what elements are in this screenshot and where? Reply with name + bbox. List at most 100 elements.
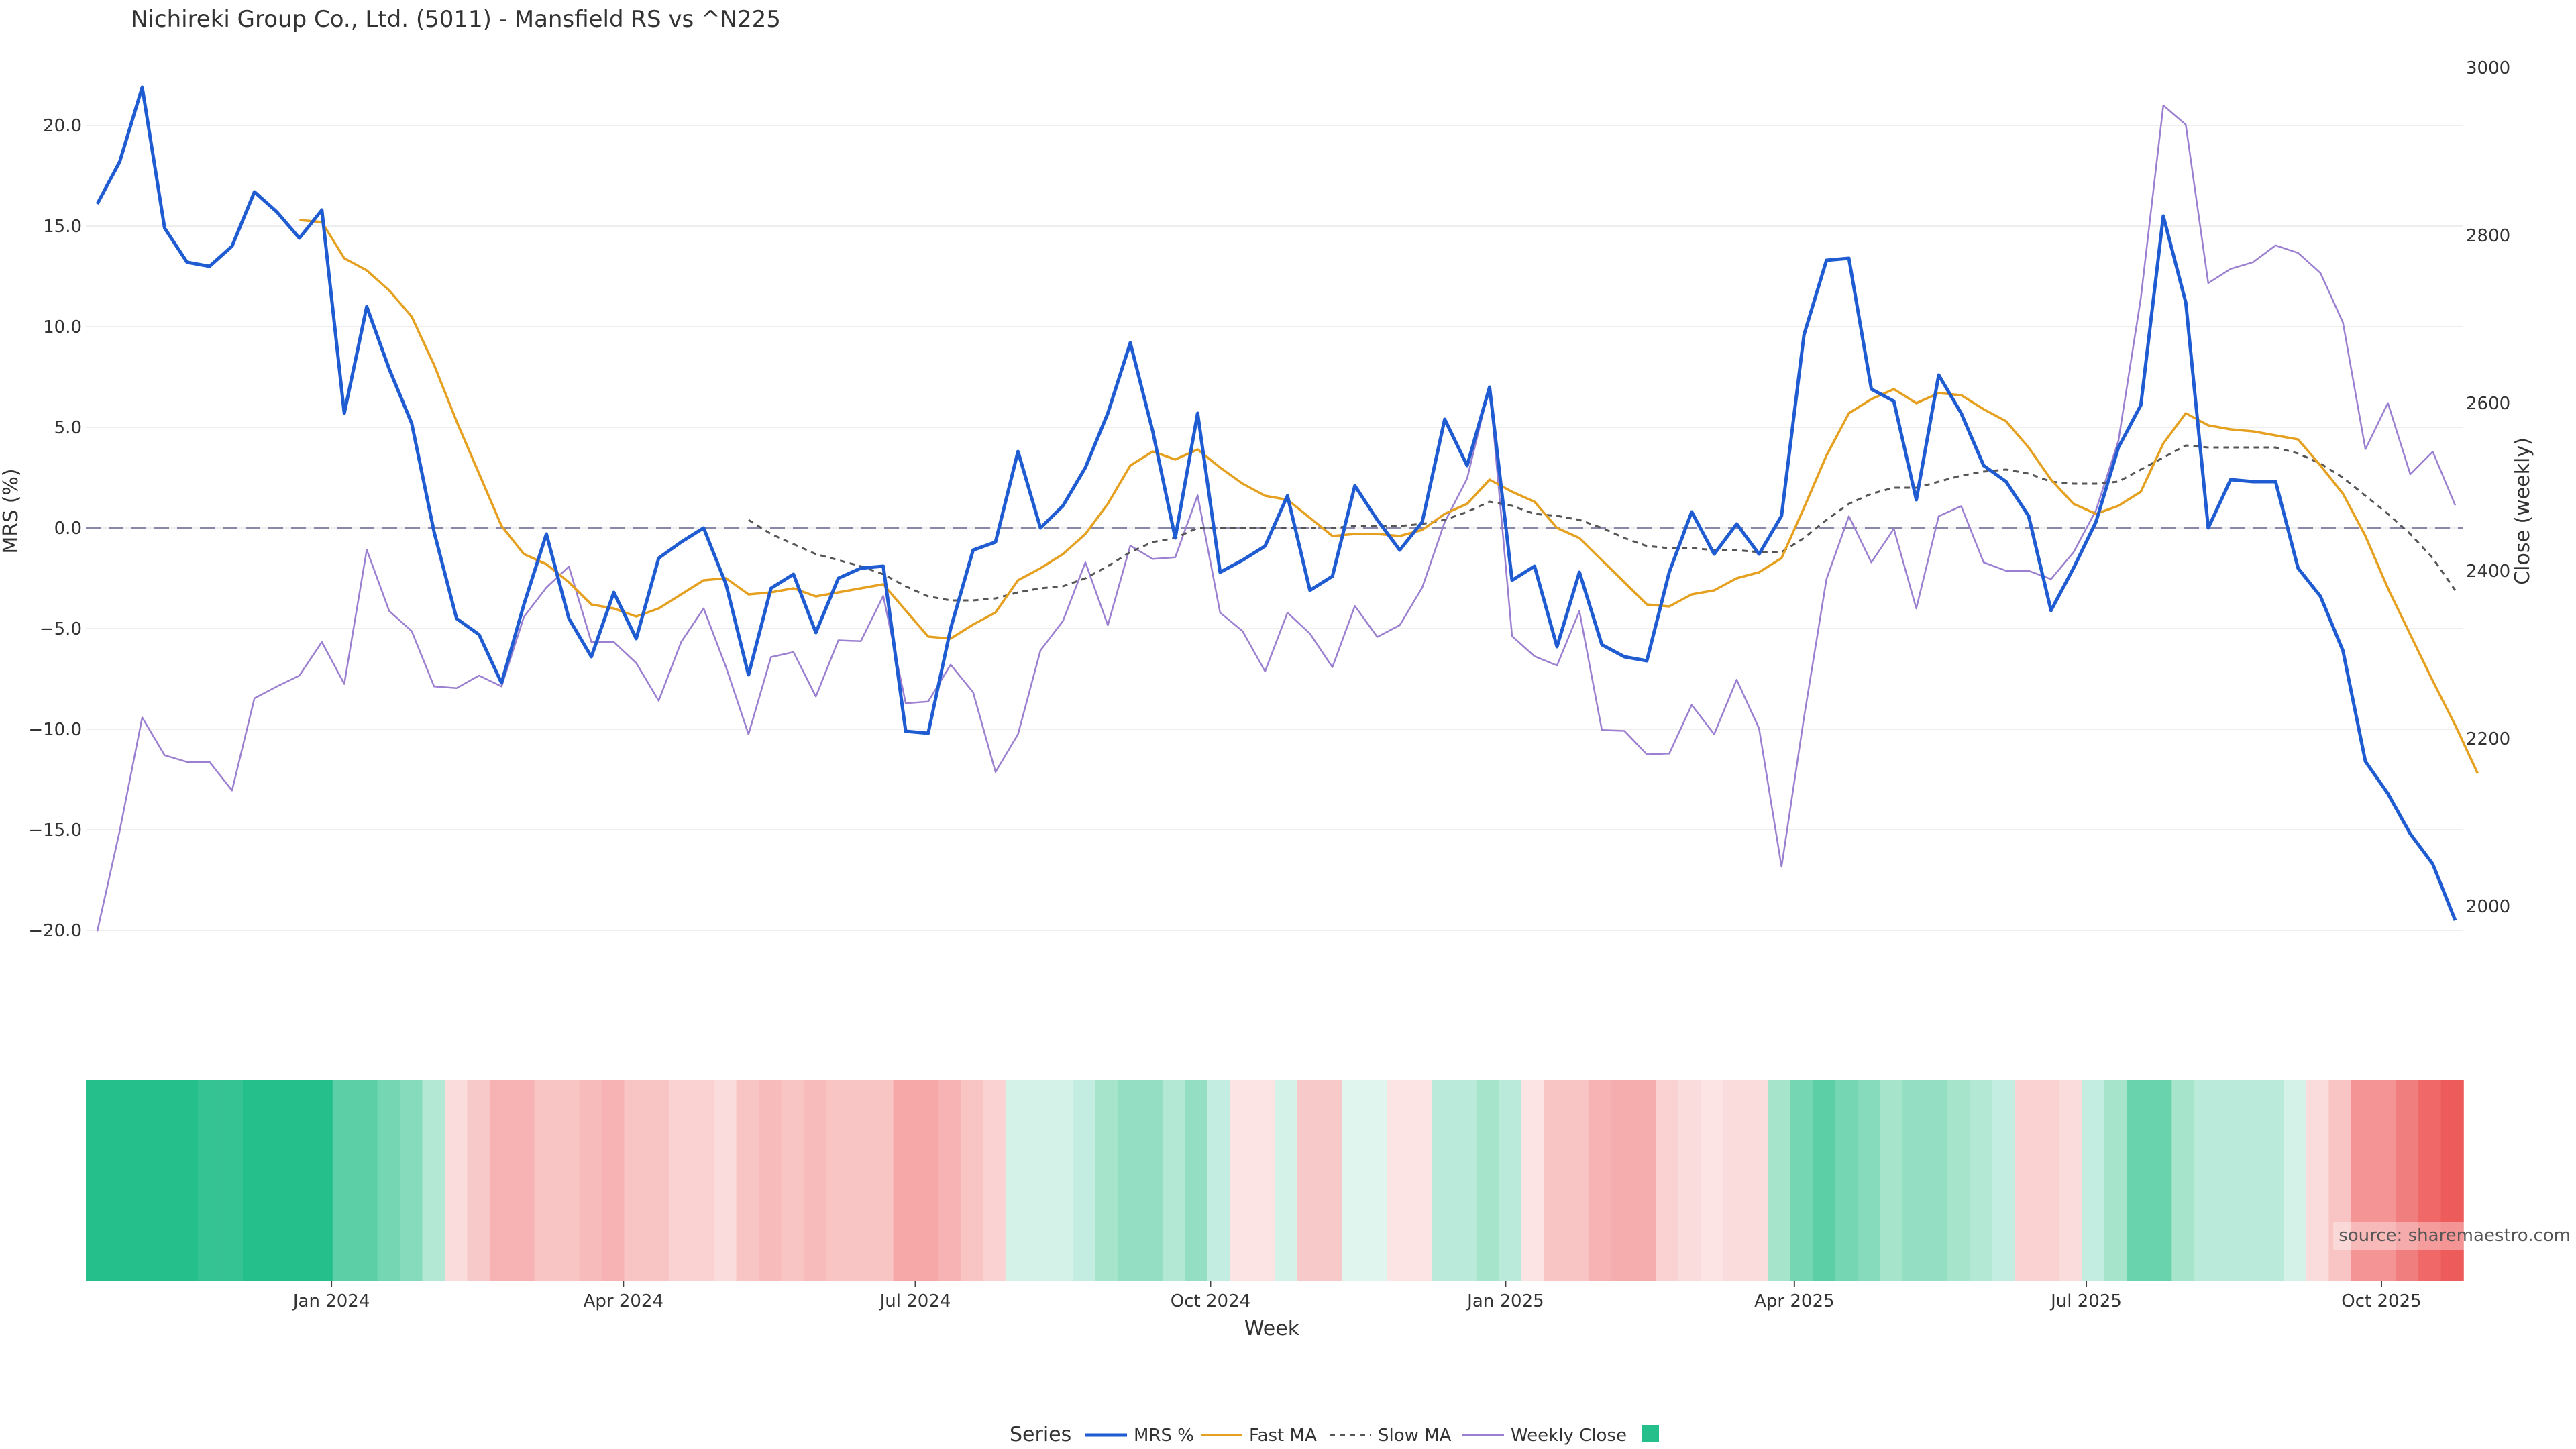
heatmap-cell bbox=[1387, 1080, 1410, 1281]
legend-item: Weekly Close bbox=[1511, 1426, 1627, 1446]
heatmap-cell bbox=[1947, 1080, 1971, 1281]
heatmap-cell bbox=[86, 1080, 109, 1281]
heatmap-cell bbox=[736, 1080, 759, 1281]
heatmap-cell bbox=[175, 1080, 199, 1281]
heatmap-cell bbox=[1095, 1080, 1118, 1281]
heatmap-cell bbox=[377, 1080, 400, 1281]
heatmap-cell bbox=[1723, 1080, 1746, 1281]
heatmap-cell bbox=[2351, 1080, 2375, 1281]
heatmap-cell bbox=[444, 1080, 468, 1281]
y2-tick-label: 2000 bbox=[2466, 897, 2510, 917]
heatmap-cell bbox=[1409, 1080, 1432, 1281]
heatmap-cell bbox=[691, 1080, 714, 1281]
heatmap-cell bbox=[1566, 1080, 1589, 1281]
heatmap-cell bbox=[2037, 1080, 2060, 1281]
heatmap-cell bbox=[826, 1080, 849, 1281]
heatmap-cell bbox=[1364, 1080, 1387, 1281]
heatmap-cell bbox=[400, 1080, 423, 1281]
heatmap-cell bbox=[198, 1080, 221, 1281]
heatmap-cell bbox=[848, 1080, 871, 1281]
heatmap-cell bbox=[489, 1080, 513, 1281]
heatmap-cell bbox=[2306, 1080, 2330, 1281]
y2-tick-label: 2400 bbox=[2466, 561, 2510, 582]
heatmap-cell bbox=[2127, 1080, 2150, 1281]
y2-tick-label: 2800 bbox=[2466, 226, 2510, 246]
heatmap-cell bbox=[1880, 1080, 1903, 1281]
heatmap-cell bbox=[1342, 1080, 1365, 1281]
heatmap-cell bbox=[938, 1080, 961, 1281]
heatmap-cell bbox=[1992, 1080, 2016, 1281]
legend-title: Series bbox=[1010, 1423, 1071, 1446]
x-tick-label: Oct 2025 bbox=[2341, 1291, 2421, 1311]
legend-item: MRS % bbox=[1134, 1426, 1194, 1446]
x-tick-label: Apr 2024 bbox=[584, 1291, 663, 1311]
series-line-slow-ma bbox=[748, 444, 2457, 602]
heatmap-cell bbox=[871, 1080, 894, 1281]
heatmap-cell bbox=[781, 1080, 804, 1281]
heatmap-cell bbox=[579, 1080, 602, 1281]
heatmap-cell bbox=[2171, 1080, 2195, 1281]
heatmap-cell bbox=[1970, 1080, 1993, 1281]
heatmap-cell bbox=[803, 1080, 827, 1281]
y-tick-label: 20.0 bbox=[43, 116, 82, 136]
heatmap-cell bbox=[1050, 1080, 1073, 1281]
heatmap-cell bbox=[2396, 1080, 2419, 1281]
heatmap-cell bbox=[153, 1080, 176, 1281]
heatmap-cell bbox=[1230, 1080, 1253, 1281]
heatmap-cell bbox=[1476, 1080, 1500, 1281]
heatmap-cell bbox=[1073, 1080, 1096, 1281]
heatmap-cell bbox=[893, 1080, 916, 1281]
rs-heatmap-strip bbox=[86, 1080, 2464, 1281]
heatmap-cell bbox=[1454, 1080, 1477, 1281]
heatmap-cell bbox=[310, 1080, 333, 1281]
heatmap-cell bbox=[2194, 1080, 2218, 1281]
heatmap-cell bbox=[220, 1080, 244, 1281]
heatmap-cell bbox=[355, 1080, 378, 1281]
heatmap-cell bbox=[265, 1080, 288, 1281]
legend-heatmap-swatch bbox=[1642, 1425, 1659, 1442]
heatmap-cell bbox=[1028, 1080, 1051, 1281]
y-tick-label: 10.0 bbox=[43, 317, 82, 337]
heatmap-cell bbox=[1185, 1080, 1208, 1281]
heatmap-cell bbox=[1252, 1080, 1275, 1281]
heatmap-cell bbox=[1633, 1080, 1657, 1281]
heatmap-cell bbox=[2261, 1080, 2285, 1281]
heatmap-cell bbox=[2104, 1080, 2128, 1281]
heatmap-cell bbox=[332, 1080, 356, 1281]
y-tick-label: 15.0 bbox=[43, 217, 82, 237]
source-note: source: sharemaestro.com bbox=[2339, 1226, 2571, 1246]
y-tick-label: −20.0 bbox=[28, 921, 82, 941]
heatmap-cell bbox=[714, 1080, 737, 1281]
series-line-mrs bbox=[95, 85, 2457, 921]
heatmap-cell bbox=[1790, 1080, 1814, 1281]
x-tick-label: Oct 2024 bbox=[1171, 1291, 1250, 1311]
heatmap-cell bbox=[669, 1080, 692, 1281]
heatmap-cell bbox=[1589, 1080, 1612, 1281]
legend: Series MRS % Fast MA Slow MA Weekly Close bbox=[1010, 1423, 1659, 1446]
heatmap-cell bbox=[2239, 1080, 2262, 1281]
x-axis-ticks: Jan 2024 Apr 2024 Jul 2024 Oct 2024 Jan 2025… bbox=[292, 1281, 2422, 1311]
heatmap-cell bbox=[624, 1080, 647, 1281]
heatmap-cell bbox=[2440, 1080, 2464, 1281]
heatmap-cell bbox=[916, 1080, 939, 1281]
series-line-weekly-close bbox=[96, 104, 2457, 932]
y-tick-label: 0.0 bbox=[54, 519, 82, 539]
heatmap-cell bbox=[1835, 1080, 1859, 1281]
heatmap-cell bbox=[1656, 1080, 1679, 1281]
y-tick-label: −5.0 bbox=[40, 619, 82, 639]
heatmap-cell bbox=[1005, 1080, 1029, 1281]
heatmap-cell bbox=[108, 1080, 131, 1281]
heatmap-cell bbox=[1207, 1080, 1230, 1281]
heatmap-cell bbox=[1140, 1080, 1163, 1281]
heatmap-cell bbox=[130, 1080, 154, 1281]
heatmap-cell bbox=[2284, 1080, 2307, 1281]
x-tick-label: Jul 2025 bbox=[2049, 1291, 2122, 1311]
heatmap-cell bbox=[1678, 1080, 1702, 1281]
source-note-backdrop bbox=[2333, 1222, 2576, 1250]
heatmap-cell bbox=[534, 1080, 557, 1281]
heatmap-cell bbox=[1117, 1080, 1141, 1281]
legend-item: Fast MA bbox=[1249, 1426, 1317, 1446]
heatmap-cell bbox=[467, 1080, 490, 1281]
heatmap-cell bbox=[2328, 1080, 2352, 1281]
